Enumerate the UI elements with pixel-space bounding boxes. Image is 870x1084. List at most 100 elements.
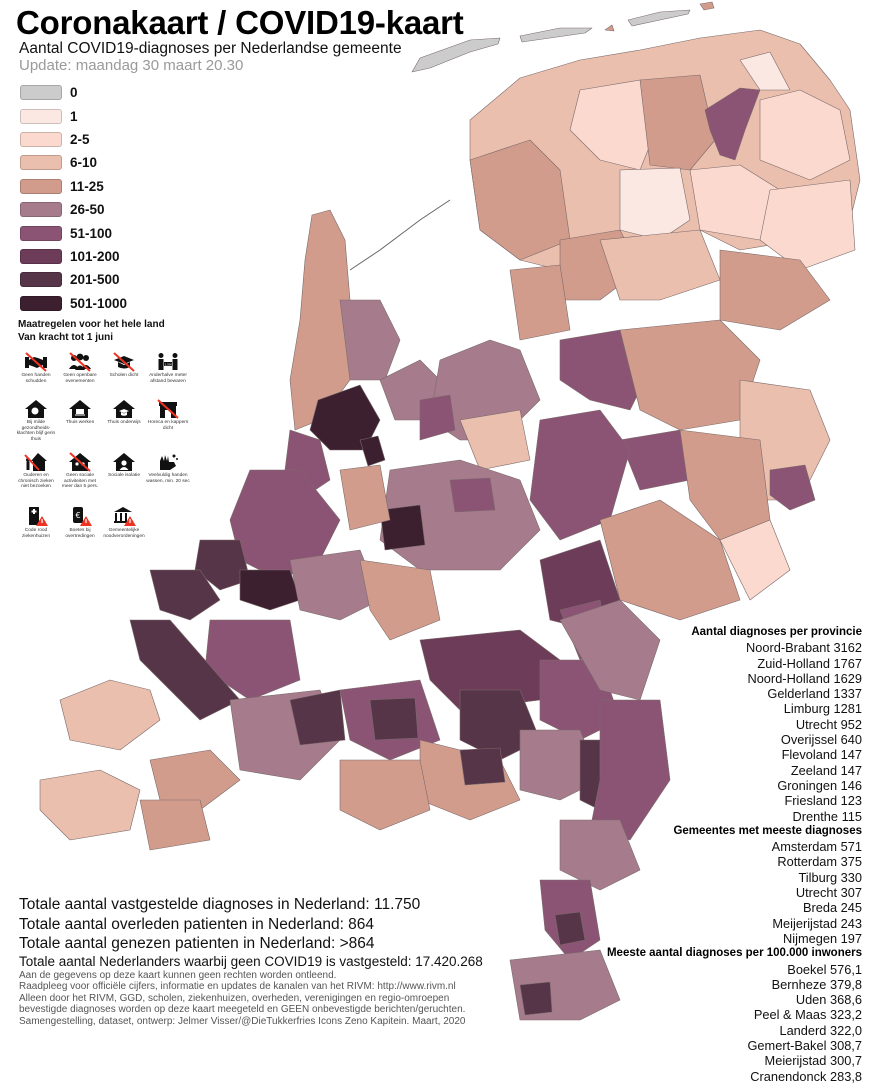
legend-swatch xyxy=(20,202,62,218)
total-deaths: Totale aantal overleden patienten in Ned… xyxy=(19,915,375,933)
municipality-item: Breda 245 xyxy=(802,900,862,916)
wash-hands-icon xyxy=(160,454,178,470)
social-isolation-icon xyxy=(113,453,135,471)
work-from-home-icon xyxy=(69,400,91,418)
measure-label: Thuis werken xyxy=(65,420,95,425)
legend-label: 501-1000 xyxy=(70,295,128,311)
per-capita-item: Landerd 322,0 xyxy=(779,1022,862,1038)
measures-subtitle: Van kracht tot 1 juni xyxy=(18,331,114,343)
statistics-panel: Aantal diagnoses per provincie Noord-Bra… xyxy=(607,625,862,1084)
measure-item: Geen sociale activiteiten met meer dan 5… xyxy=(58,452,102,490)
legend-item: 11-25 xyxy=(20,175,127,198)
province-item: Noord-Holland 1629 xyxy=(747,670,862,686)
legend-item: 2-5 xyxy=(20,128,127,151)
legend-item: 1 xyxy=(20,104,127,127)
per-capita-item: Boekel 576,1 xyxy=(787,961,862,977)
disclaimer-line: Raadpleeg voor officiële cijfers, inform… xyxy=(19,981,456,993)
measure-label: Thuis onderwijs xyxy=(107,420,141,425)
map-legend: 0 1 2-5 6-10 11-25 26-50 51-100 101-200 … xyxy=(20,81,127,315)
measure-label: Ouderen en chronisch zieken niet bezoeke… xyxy=(18,473,54,490)
per-capita-item: Cranendonck 283,8 xyxy=(750,1068,862,1084)
legend-label: 26-50 xyxy=(70,202,105,218)
wadden-island-terschelling xyxy=(627,9,691,27)
measure-item: Scholen dicht xyxy=(102,352,146,379)
disclaimer-line: Samengestelling, dataset, ontwerp: Jelme… xyxy=(19,1015,466,1027)
measure-item: Bij milde gezondheids-klachten blijf ger… xyxy=(14,399,58,442)
province-item: Friesland 123 xyxy=(784,793,862,809)
legend-label: 0 xyxy=(70,85,78,101)
disclaimer-line: Alleen door het RIVM, GGD, scholen, ziek… xyxy=(19,992,450,1004)
no-social-gatherings-icon xyxy=(69,452,91,472)
legend-label: 51-100 xyxy=(70,225,113,241)
legend-item: 501-1000 xyxy=(20,292,127,315)
municipal-emergency-icon xyxy=(114,507,136,526)
legend-item: 0 xyxy=(20,81,127,104)
schools-closed-icon xyxy=(113,352,135,372)
measure-label: Veelvuldig handen wassen, min. 20 sec xyxy=(146,473,190,484)
per-capita-heading: Meeste aantal diagnoses per 100.000 inwo… xyxy=(606,947,862,960)
legend-label: 6-10 xyxy=(70,155,98,171)
measure-item: 1,5M Anderhalve meter afstand bewaren xyxy=(146,352,190,384)
province-item: Groningen 146 xyxy=(777,777,862,793)
legend-swatch xyxy=(20,85,62,101)
horeca-closed-icon xyxy=(157,399,179,419)
svg-text:1,5M: 1,5M xyxy=(164,362,172,366)
wadden-island-ameland xyxy=(604,24,615,32)
measures-title: Maatregelen voor het hele land xyxy=(18,319,165,330)
legend-swatch xyxy=(20,178,62,194)
wadden-island-texel xyxy=(411,37,501,73)
wadden-island-vlieland xyxy=(519,27,593,43)
measure-item: Veelvuldig handen wassen, min. 20 sec xyxy=(146,452,190,484)
total-not-infected: Totale aantal Nederlanders waarbij geen … xyxy=(19,953,483,969)
legend-swatch xyxy=(20,155,62,171)
measure-label: Bij milde gezondheids-klachten blijf ger… xyxy=(16,420,56,442)
legend-label: 101-200 xyxy=(70,248,120,264)
svg-text:€: € xyxy=(75,511,80,520)
netherlands-map xyxy=(39,1,861,1021)
measure-label: Geen handen schudden xyxy=(21,373,51,384)
municipality-item: Utrecht 307 xyxy=(795,885,862,901)
per-capita-item: Peel & Maas 323,2 xyxy=(753,1007,862,1023)
legend-item: 51-100 xyxy=(20,221,127,244)
wadden-island-schiermonnikoog xyxy=(699,1,715,11)
measure-item: Ouderen en chronisch zieken niet bezoeke… xyxy=(14,452,58,490)
legend-item: 201-500 xyxy=(20,268,127,291)
stay-home-sick-icon xyxy=(25,400,47,418)
measure-item: Geen openbare evenementen xyxy=(58,352,102,384)
municipality-item: Nijmegen 197 xyxy=(783,930,862,946)
total-recovered: Totale aantal genezen patienten in Neder… xyxy=(19,935,375,952)
legend-item: 101-200 xyxy=(20,245,127,268)
municipality-item: Tilburg 330 xyxy=(798,869,862,885)
measure-label: Horeca en kappers dicht xyxy=(147,420,189,431)
totals-block: Totale aantal vastgestelde diagnoses in … xyxy=(19,895,483,1027)
province-item: Zeeland 147 xyxy=(790,762,862,778)
municipality-item: Rotterdam 375 xyxy=(777,854,862,870)
legend-swatch xyxy=(20,108,62,124)
municipality-item: Meijerijstad 243 xyxy=(772,915,862,931)
measure-label: Gemeentelijke noodverordeningen xyxy=(103,528,145,539)
per-capita-item: Gemert-Bakel 308,7 xyxy=(747,1038,862,1054)
province-item: Utrecht 952 xyxy=(795,716,862,732)
per-capita-item: Uden 368,6 xyxy=(795,992,862,1008)
measures-panel: Maatregelen voor het hele land Van krach… xyxy=(17,319,198,539)
province-item: Drenthe 115 xyxy=(792,808,862,824)
legend-swatch xyxy=(20,248,62,264)
total-diagnoses: Totale aantal vastgestelde diagnoses in … xyxy=(19,896,421,913)
legend-swatch xyxy=(20,272,62,288)
province-item: Noord-Brabant 3162 xyxy=(746,640,862,656)
disclaimer-line: Aan de gegevens op deze kaart kunnen gee… xyxy=(19,969,337,981)
legend-label: 11-25 xyxy=(70,178,104,194)
legend-label: 201-500 xyxy=(70,272,120,288)
provinces-heading: Aantal diagnoses per provincie xyxy=(691,626,862,638)
measure-label: Anderhalve meter afstand bewaren xyxy=(149,373,187,384)
measure-item: Sociale isolatie xyxy=(102,452,146,479)
per-capita-item: Bernheze 379,8 xyxy=(771,976,862,992)
afsluitdijk xyxy=(349,199,451,271)
legend-label: 1 xyxy=(70,108,78,124)
measure-item: Geen handen schudden xyxy=(14,352,58,384)
measure-item: Gemeentelijke noodverordeningen xyxy=(102,505,146,539)
measure-label: Sociale isolatie xyxy=(108,473,140,478)
measure-label: Scholen dicht xyxy=(109,373,139,378)
update-timestamp: Update: maandag 30 maart 20.30 xyxy=(19,57,244,74)
municipality-item: Amsterdam 571 xyxy=(771,839,862,855)
